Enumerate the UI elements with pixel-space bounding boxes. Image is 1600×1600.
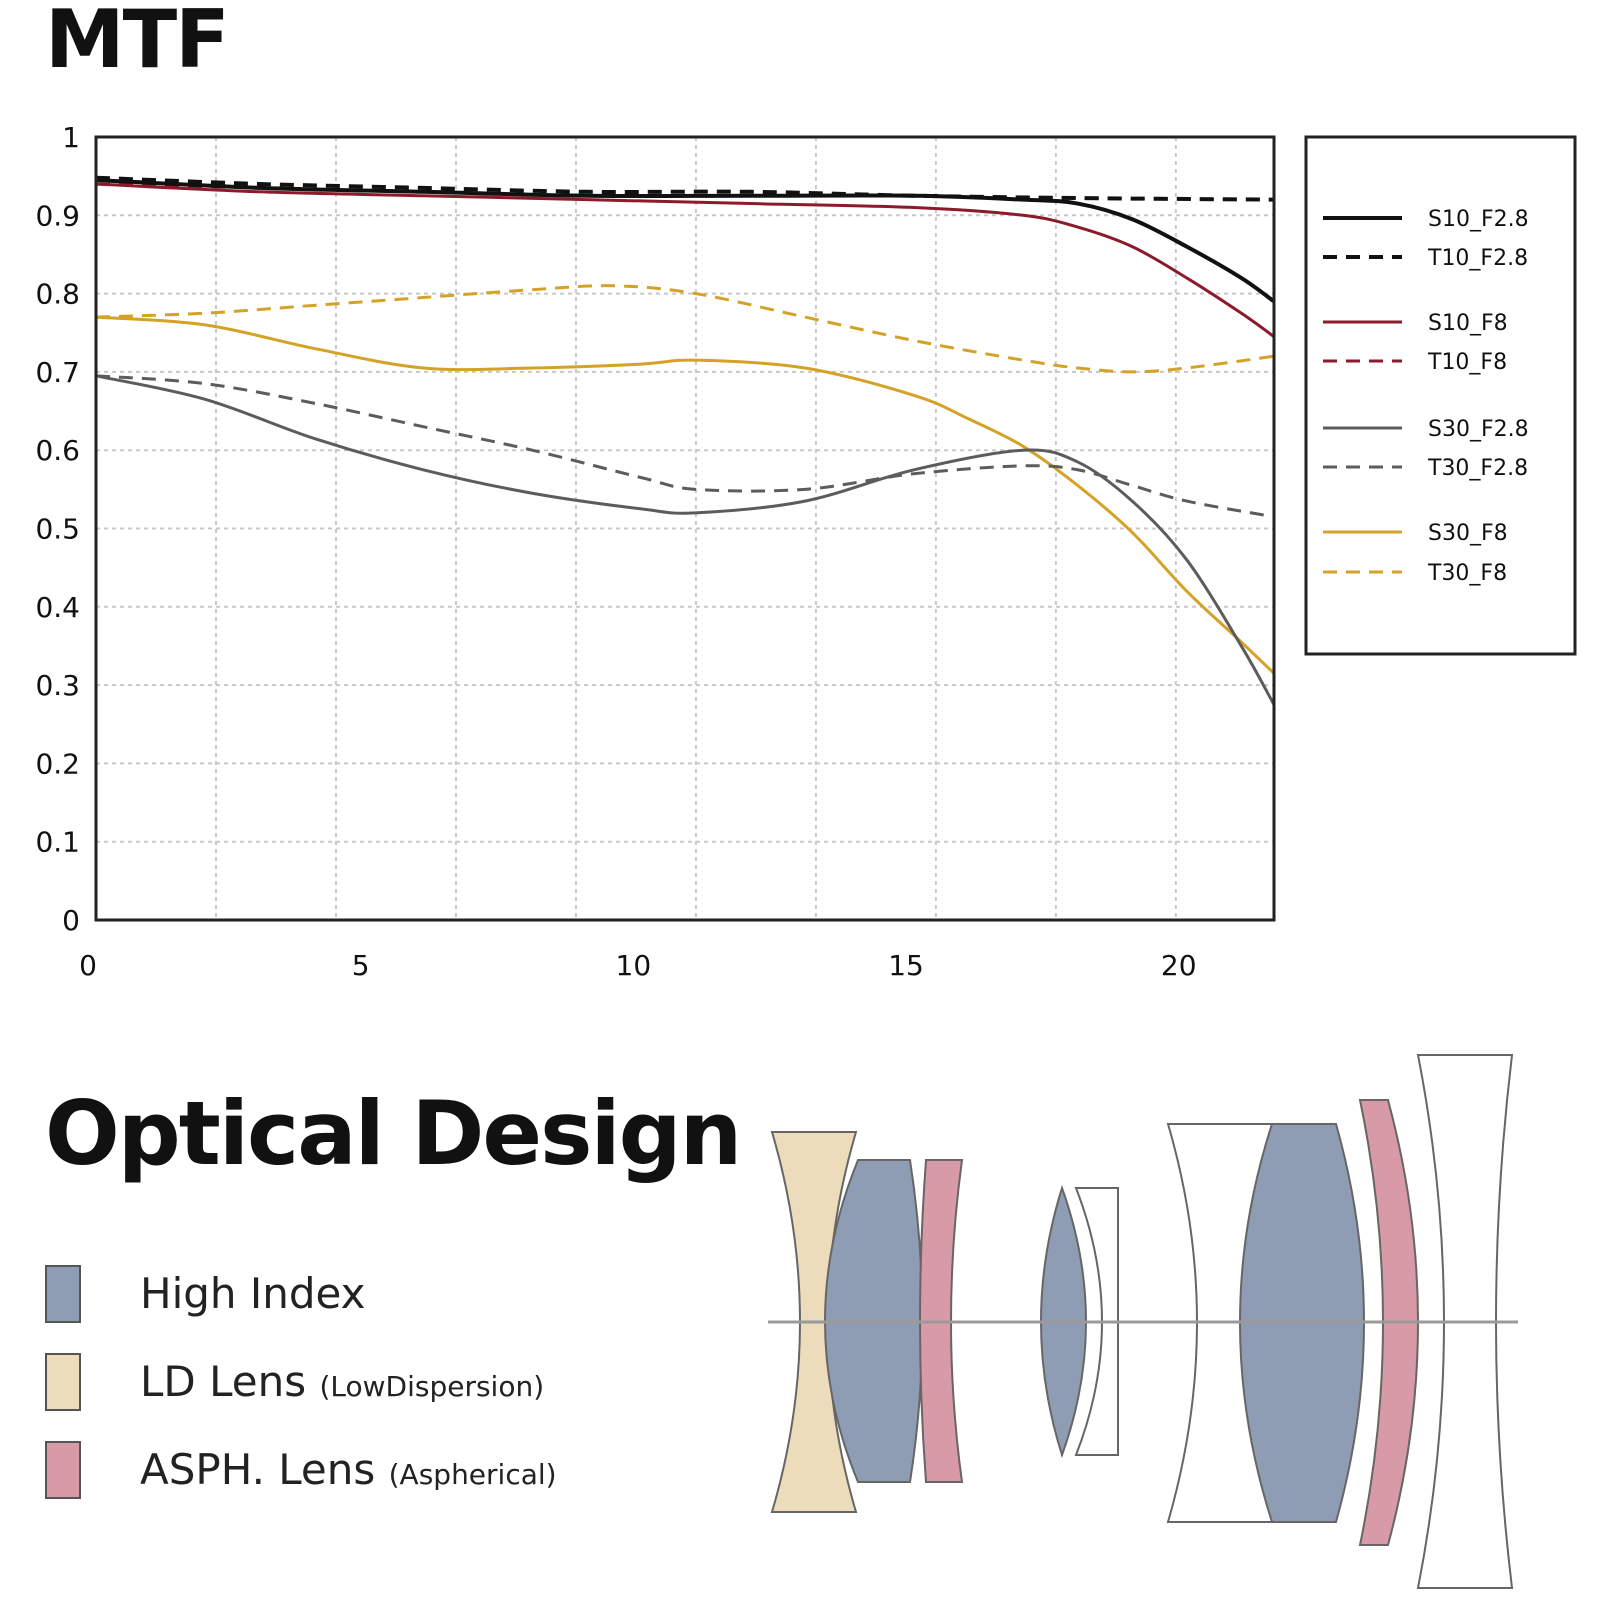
chart-series [95, 175, 1276, 706]
axis-ticks: 00.10.20.30.40.50.60.70.80.910 5 10 15 20 [35, 121, 1196, 982]
y-tick-label: 0.5 [35, 513, 80, 546]
y-tick-label: 1 [62, 121, 80, 154]
series-line-s10-f2-8 [95, 178, 1276, 304]
high-index-label: High Index [140, 1269, 366, 1318]
series-line-s10-f8 [95, 182, 1275, 338]
legend-label: S10_F8 [1428, 311, 1508, 336]
y-tick-label: 0.1 [35, 826, 80, 859]
x-tick-label: 20 [1161, 949, 1197, 982]
ld-lens-label: LD Lens (LowDispersion) [140, 1357, 544, 1406]
y-tick-label: 0.2 [35, 747, 80, 780]
legend-label: S10_F2.8 [1428, 207, 1529, 232]
y-tick-label: 0.6 [35, 434, 80, 467]
ld-lens-subtext: (LowDispersion) [319, 1370, 545, 1403]
high-index-text: High Index [140, 1269, 366, 1318]
asph-lens-label: ASPH. Lens (Aspherical) [140, 1445, 557, 1494]
asph-lens-subtext: (Aspherical) [388, 1458, 557, 1491]
legend-item-ld-lens: LD Lens (LowDispersion) [45, 1353, 645, 1413]
legend-item-asph-lens: ASPH. Lens (Aspherical) [45, 1441, 645, 1501]
x-tick-label: 0 [79, 949, 97, 982]
legend-label: S30_F8 [1428, 521, 1508, 546]
series-line-t30-f2-8 [95, 374, 1275, 519]
chart-grid [96, 137, 1274, 920]
mtf-chart: 00.10.20.30.40.50.60.70.80.910 5 10 15 20 S1… [35, 121, 1577, 982]
y-tick-label: 0.9 [35, 199, 80, 232]
legend-label: T30_F2.8 [1427, 456, 1528, 481]
x-tick-label: 5 [352, 949, 370, 982]
y-tick-label: 0.3 [35, 669, 80, 702]
ld-lens-text: LD Lens [140, 1357, 307, 1406]
asph-lens-text: ASPH. Lens [140, 1445, 376, 1494]
chart-legend-box [1304, 135, 1577, 656]
legend-label: T10_F2.8 [1427, 246, 1528, 271]
chart-legend: S10_F2.8 T10_F2.8 S10_F8 T10_F8 S30_F2.8 T30_… [1323, 207, 1529, 586]
legend-label: S30_F2.8 [1428, 417, 1529, 442]
asph-lens-swatch [45, 1441, 81, 1499]
clear-element [1074, 1187, 1119, 1456]
y-tick-label: 0.8 [35, 278, 80, 311]
legend-item-high-index: High Index [45, 1265, 645, 1325]
optical-design-title: Optical Design [45, 1082, 742, 1185]
plot-frame [94, 135, 1276, 922]
high-index-swatch [45, 1265, 81, 1323]
x-tick-label: 15 [888, 949, 924, 982]
y-tick-label: 0 [62, 904, 80, 937]
y-tick-label: 0.4 [35, 591, 80, 624]
series-line-s30-f2-8 [95, 374, 1276, 706]
series-line-s30-f8 [95, 315, 1276, 675]
series-line-t10-f2-8 [95, 175, 1275, 202]
legend-label: T30_F8 [1427, 561, 1507, 586]
y-tick-label: 0.7 [35, 356, 80, 389]
x-tick-label: 10 [616, 949, 652, 982]
legend-label: T10_F8 [1427, 350, 1507, 375]
series-line-t30-f8 [95, 284, 1275, 374]
mtf-title: MTF [45, 0, 230, 86]
ld-lens-swatch [45, 1353, 81, 1411]
